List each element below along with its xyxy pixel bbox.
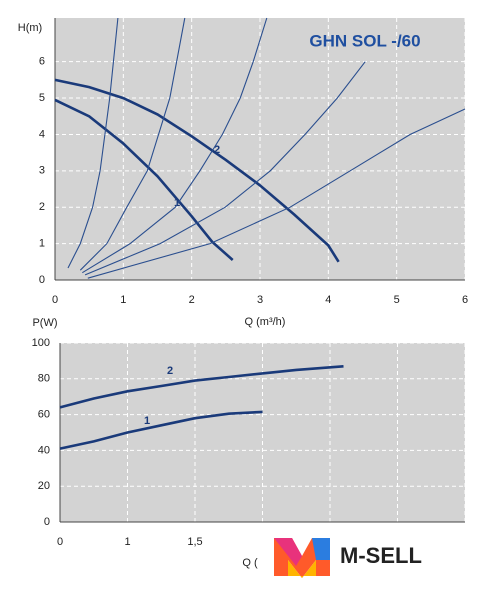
y-tick-label: 60 (38, 409, 50, 421)
logo-mark-part (312, 538, 330, 560)
curve (79, 17, 186, 271)
x-tick-label: 6 (462, 294, 468, 306)
y-tick-label: 5 (39, 92, 45, 104)
y-tick-label: 0 (39, 274, 45, 286)
curve-label: 2 (214, 144, 220, 156)
curve-label: 1 (174, 197, 180, 209)
x-tick-label: 0 (52, 294, 58, 306)
curve (59, 410, 263, 450)
y-tick-label: 2 (39, 201, 45, 213)
y-tick-label: 20 (38, 480, 50, 492)
logo-mark-part (274, 538, 302, 566)
curve (67, 17, 119, 269)
x-tick-label: 1 (124, 536, 130, 548)
y-axis-label: H(m) (18, 22, 42, 34)
curve (54, 98, 234, 261)
y-tick-label: 3 (39, 165, 45, 177)
plot-area (55, 18, 465, 280)
y-tick-label: 80 (38, 373, 50, 385)
curve (59, 365, 344, 409)
curve-label: 2 (167, 365, 173, 377)
x-tick-label: 4 (325, 294, 331, 306)
x-tick-label: 2 (189, 294, 195, 306)
y-tick-label: 4 (39, 128, 45, 140)
x-tick-label: 1 (120, 294, 126, 306)
logo-mark-part (288, 560, 316, 578)
y-tick-label: 1 (39, 238, 45, 250)
curve (54, 78, 340, 263)
y-tick-label: 40 (38, 444, 50, 456)
y-axis-label: P(W) (32, 317, 57, 329)
chart-title: GHN SOL -/60 (309, 31, 420, 50)
plot-area (60, 343, 465, 522)
logo-text: M-SELL (340, 543, 422, 568)
x-axis-label: Q ( (242, 557, 258, 569)
x-tick-label: 1,5 (187, 536, 202, 548)
x-tick-label: 3 (257, 294, 263, 306)
x-axis-label: Q (m³/h) (245, 316, 286, 328)
x-tick-label: 0 (57, 536, 63, 548)
logo: M-SELL (262, 527, 495, 590)
y-tick-label: 6 (39, 56, 45, 68)
curve (84, 61, 366, 276)
y-tick-label: 100 (32, 337, 50, 349)
curve-label: 1 (144, 415, 150, 427)
curve (82, 17, 268, 274)
y-tick-label: 0 (44, 516, 50, 528)
curve (87, 108, 466, 279)
x-tick-label: 5 (394, 294, 400, 306)
